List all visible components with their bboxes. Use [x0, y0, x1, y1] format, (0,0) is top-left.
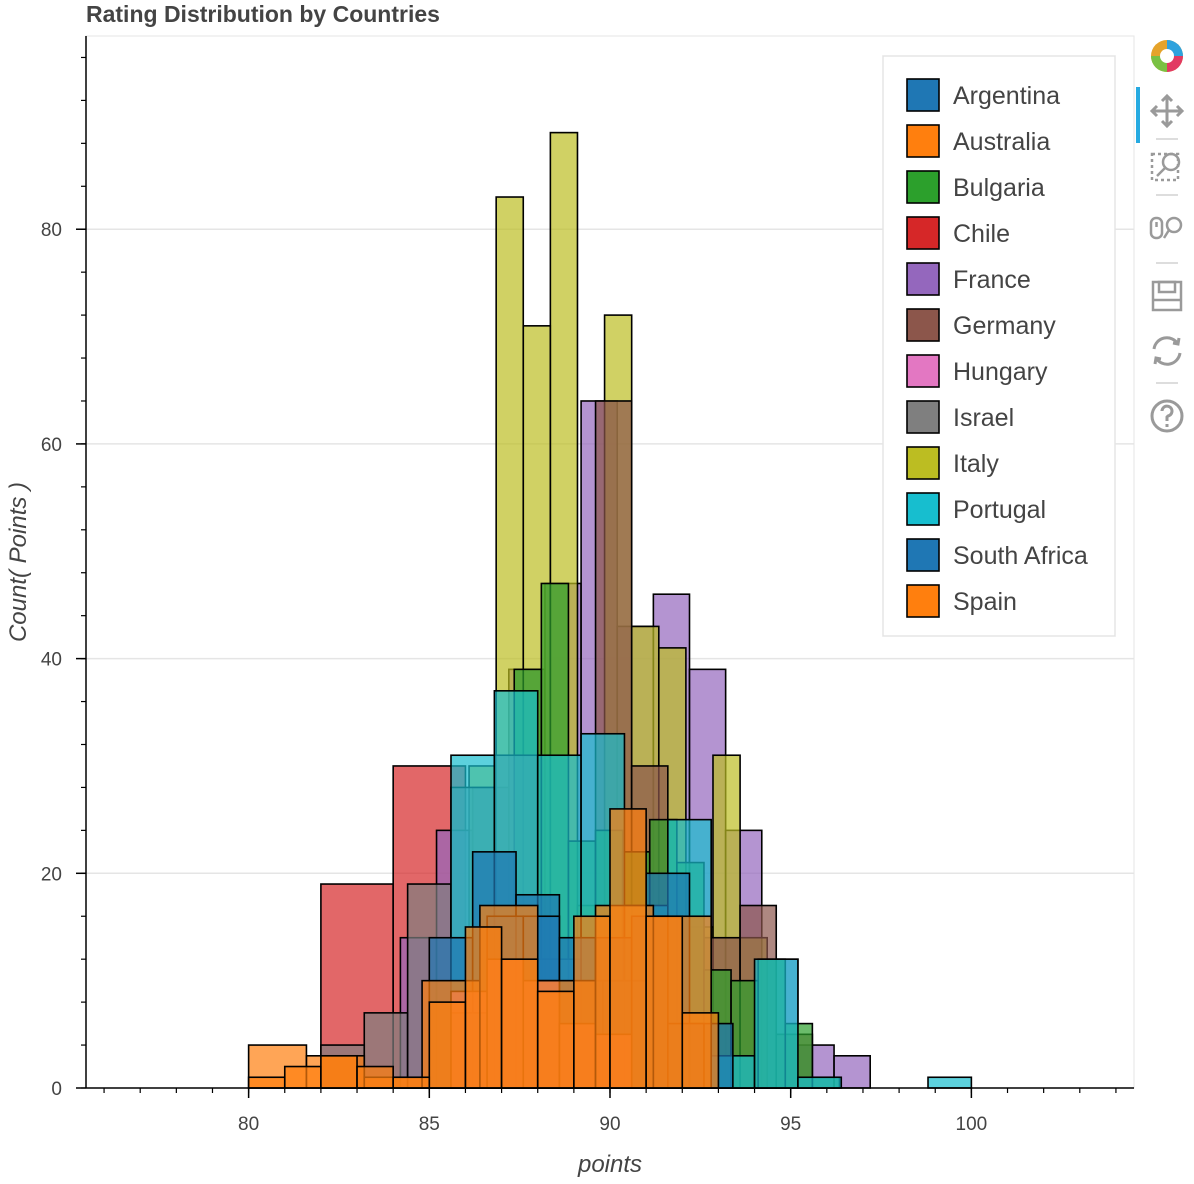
x-axis-label: points [577, 1151, 642, 1178]
series-spain [247, 808, 720, 1089]
wheel-zoom-icon[interactable] [1146, 208, 1188, 250]
legend-label-argentina: Argentina [953, 82, 1060, 110]
legend-label-hungary: Hungary [953, 358, 1048, 386]
toolbar-divider [1156, 138, 1178, 140]
bar-spain [283, 1065, 322, 1089]
bar-spain [320, 1054, 358, 1089]
y-tick-label: 60 [41, 435, 62, 456]
legend-label-italy: Italy [953, 450, 999, 478]
legend-label-israel: Israel [953, 404, 1014, 432]
legend-swatch-spain [906, 584, 940, 618]
axes: 80 85 90 95 100 0 20 40 60 80 [41, 36, 1134, 1135]
bar-spain [609, 808, 647, 1089]
legend-swatch-israel [906, 400, 940, 434]
bar-spain [247, 1076, 286, 1089]
x-tick-label: 80 [238, 1114, 259, 1135]
x-tick-label: 85 [419, 1114, 440, 1135]
legend: Argentina Australia Bulgaria Chile France Ger… [882, 55, 1116, 637]
toolbar-divider [1156, 382, 1178, 384]
pan-icon[interactable] [1146, 90, 1188, 132]
legend-label-portugal: Portugal [953, 496, 1046, 524]
chart-toolbar [1136, 30, 1194, 450]
legend-swatch-hungary [906, 354, 940, 388]
bar-spain [536, 990, 575, 1089]
bar-spain [428, 1001, 467, 1089]
legend-label-bulgaria: Bulgaria [953, 174, 1045, 202]
toolbar-divider [1156, 262, 1178, 264]
bar-spain [645, 915, 684, 1089]
bar-spain [681, 1012, 720, 1089]
bar-portugal [753, 958, 799, 1089]
bar-spain [573, 915, 611, 1089]
box-zoom-icon[interactable] [1146, 145, 1188, 187]
chart-title: Rating Distribution by Countries [86, 1, 440, 27]
y-axis-label: Count( Points ) [5, 482, 32, 642]
bars [247, 131, 973, 1089]
bokeh-logo-icon[interactable] [1146, 35, 1188, 77]
save-icon[interactable] [1146, 275, 1188, 317]
legend-swatch-south-africa [906, 538, 940, 572]
y-tick-label: 20 [41, 864, 62, 885]
legend-swatch-italy [906, 446, 940, 480]
reset-icon[interactable] [1146, 330, 1188, 372]
legend-label-france: France [953, 266, 1031, 294]
x-tick-label: 90 [599, 1114, 620, 1135]
legend-swatch-australia [906, 124, 940, 158]
x-tick-label: 95 [780, 1114, 801, 1135]
legend-label-spain: Spain [953, 588, 1017, 616]
y-tick-label: 0 [51, 1079, 62, 1100]
legend-swatch-germany [906, 308, 940, 342]
bar-portugal [927, 1076, 973, 1089]
legend-swatch-portugal [906, 492, 940, 526]
legend-label-australia: Australia [953, 128, 1050, 156]
help-icon[interactable] [1146, 395, 1188, 437]
legend-swatch-chile [906, 216, 940, 250]
x-tick-label: 100 [956, 1114, 988, 1135]
toolbar-divider [1156, 194, 1178, 196]
legend-label-south-africa: South Africa [953, 542, 1088, 570]
bar-spain [500, 958, 539, 1089]
bar-spain [392, 1076, 431, 1089]
y-tick-label: 80 [41, 220, 62, 241]
bar-spain [356, 1065, 394, 1089]
legend-label-germany: Germany [953, 312, 1056, 340]
legend-swatch-france [906, 262, 940, 296]
legend-label-chile: Chile [953, 220, 1010, 248]
legend-swatch-bulgaria [906, 170, 940, 204]
bar-portugal [797, 1076, 843, 1089]
y-tick-label: 40 [41, 650, 62, 671]
bar-spain [464, 926, 503, 1089]
legend-swatch-argentina [906, 78, 940, 112]
active-tool-indicator [1136, 87, 1140, 143]
